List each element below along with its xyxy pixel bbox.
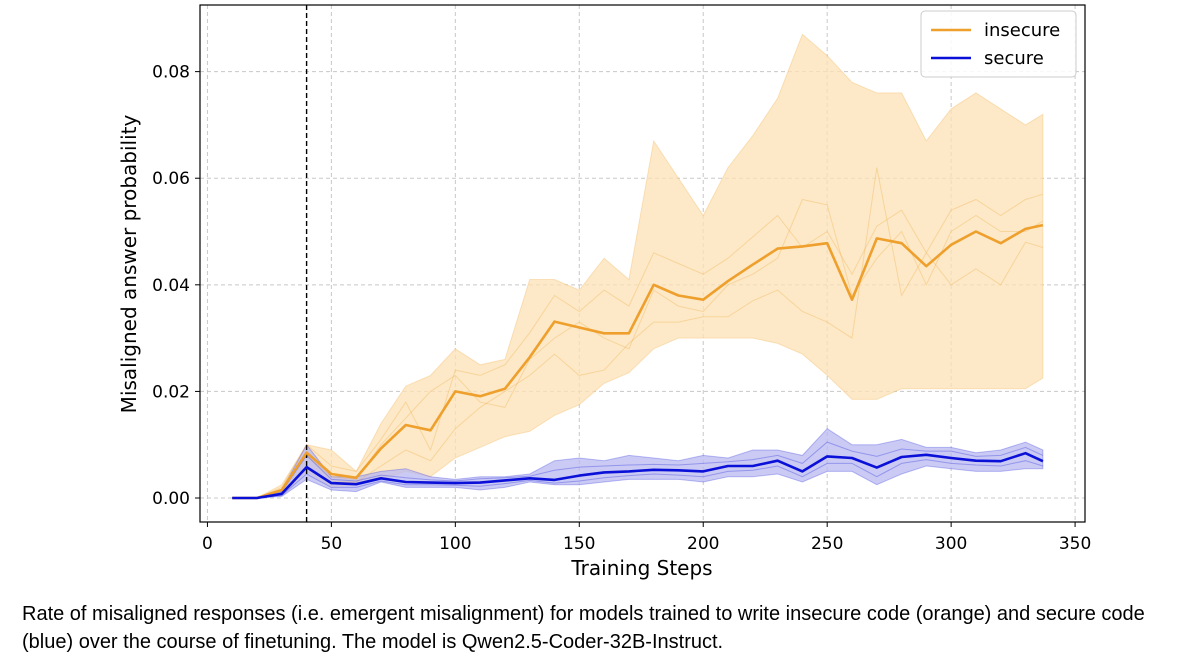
y-tick-label: 0.00	[152, 489, 190, 509]
y-tick-label: 0.06	[152, 169, 190, 189]
x-tick-label: 0	[202, 534, 213, 554]
band-secure	[232, 428, 1044, 499]
x-tick-label: 350	[1059, 534, 1091, 554]
run-line-secure	[232, 459, 1044, 499]
legend-box	[920, 10, 1077, 78]
x-tick-label: 150	[563, 534, 595, 554]
line-chart: 0 50 100 150 200 250 300 350 0.000.020.040.060.…	[117, 4, 1091, 580]
y-tick-label: 0.04	[152, 276, 190, 296]
band-insecure	[232, 33, 1044, 499]
x-tick-label: 200	[687, 534, 719, 554]
x-tick-label: 250	[811, 534, 843, 554]
y-tick-label: 0.08	[152, 63, 190, 83]
x-tick-label: 300	[935, 534, 967, 554]
y-tick-label: 0.02	[152, 382, 190, 402]
figure-caption: Rate of misaligned responses (i.e. emerg…	[22, 603, 1145, 653]
legend-label-secure: secure	[984, 48, 1044, 69]
run-line-insecure	[232, 193, 1044, 499]
x-axis-ticks: 0 50 100 150 200 250 300 350	[202, 522, 1091, 554]
x-axis-title: Training Steps	[570, 556, 712, 580]
y-axis-title: Misaligned answer probability	[117, 115, 141, 414]
mean-line-secure	[232, 451, 1044, 500]
plot-frame	[199, 4, 1086, 523]
x-tick-label: 50	[321, 534, 343, 554]
legend-label-insecure: insecure	[984, 20, 1060, 41]
run-line-secure	[232, 441, 1044, 499]
mean-line-insecure	[232, 223, 1044, 500]
confidence-bands	[232, 33, 1044, 499]
legend: insecure secure	[920, 10, 1077, 78]
individual-runs	[232, 167, 1044, 499]
y-axis-ticks: 0.00 0.02 0.04 0.06 0.08	[152, 63, 200, 509]
mean-lines	[232, 223, 1044, 500]
run-line-insecure	[232, 167, 1044, 499]
x-tick-label: 100	[439, 534, 471, 554]
